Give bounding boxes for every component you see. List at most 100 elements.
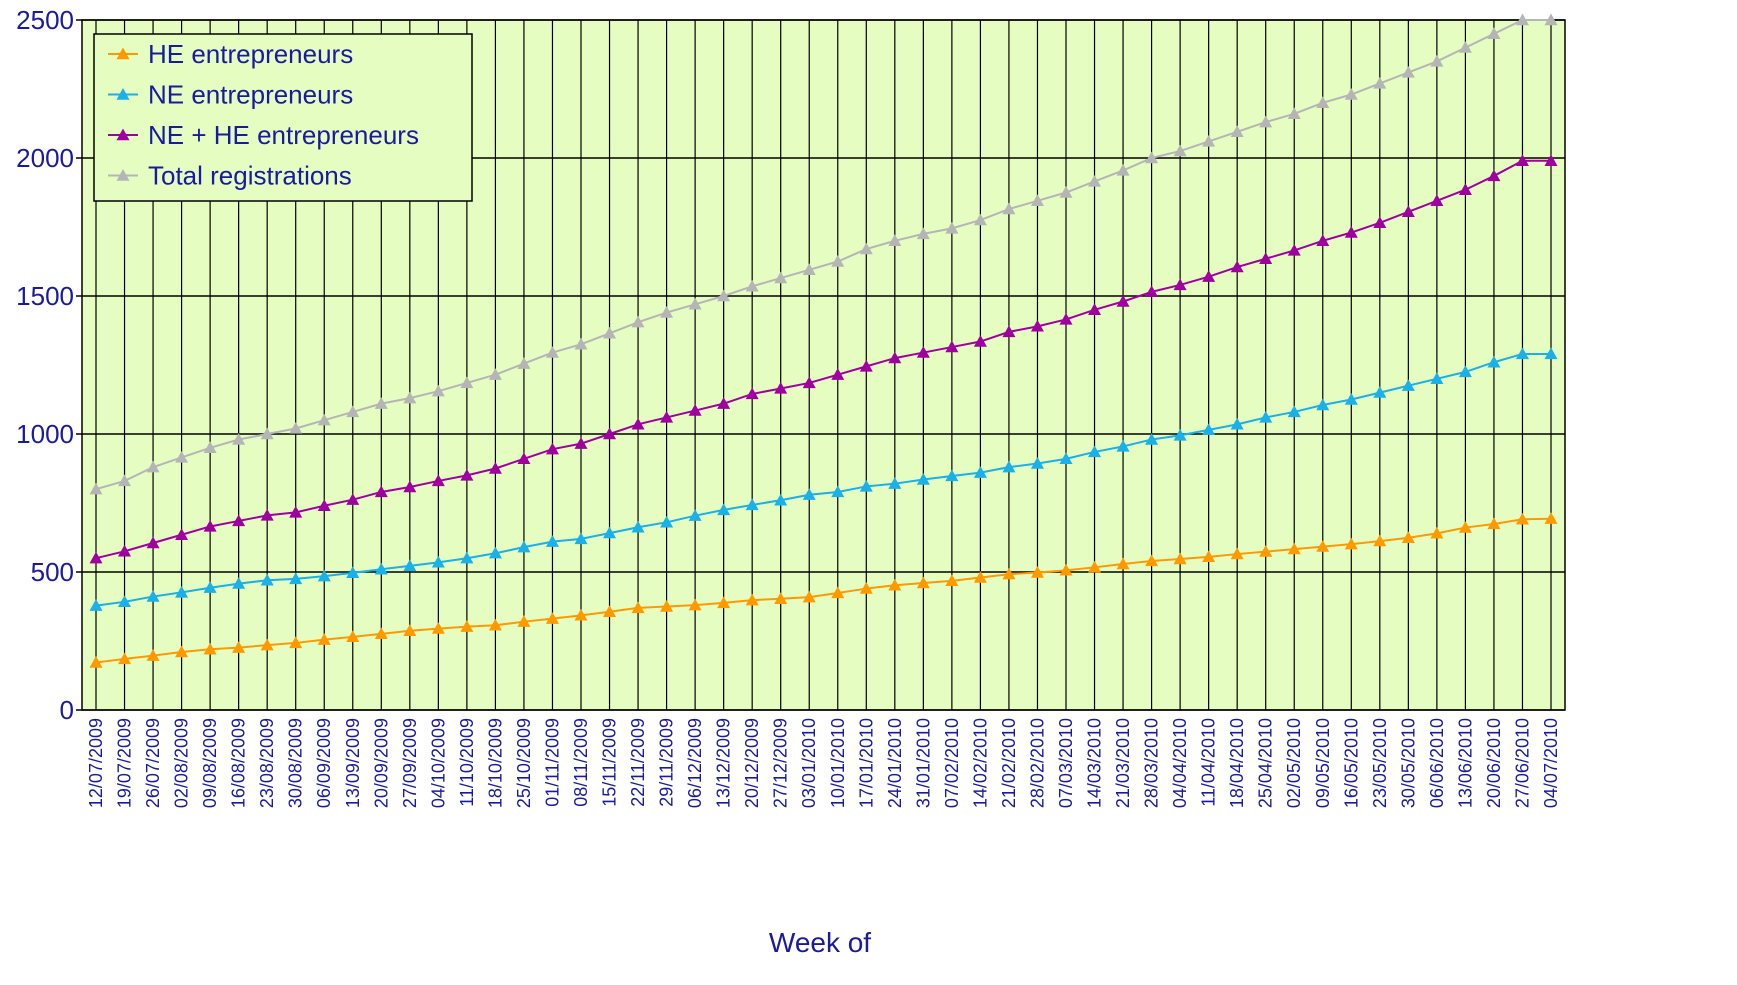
data-point bbox=[1458, 365, 1472, 378]
x-tick-label: 13/09/2009 bbox=[343, 718, 363, 808]
data-point bbox=[802, 488, 816, 500]
data-point bbox=[346, 493, 360, 505]
data-point bbox=[1401, 205, 1415, 218]
data-point bbox=[831, 485, 845, 498]
data-point bbox=[203, 642, 217, 655]
x-tick-label: 30/05/2010 bbox=[1398, 718, 1418, 808]
y-axis-ticks: 0 500 1000 1500 2000 2500 bbox=[16, 5, 82, 725]
data-point bbox=[232, 641, 246, 653]
data-point bbox=[802, 590, 816, 603]
data-point bbox=[1515, 347, 1529, 360]
data-point bbox=[1458, 41, 1472, 53]
data-point bbox=[118, 544, 132, 557]
x-tick-label: 30/08/2009 bbox=[286, 718, 306, 808]
x-tick-label: 24/01/2010 bbox=[885, 718, 905, 808]
data-point bbox=[831, 255, 845, 267]
data-point bbox=[403, 480, 417, 493]
legend-item: Total registrations bbox=[108, 161, 352, 191]
x-tick-label: 23/08/2009 bbox=[257, 718, 277, 808]
data-point bbox=[374, 562, 388, 575]
x-tick-label: 16/05/2010 bbox=[1341, 718, 1361, 808]
data-point bbox=[831, 368, 845, 380]
data-point bbox=[1059, 312, 1073, 325]
data-point bbox=[774, 493, 788, 506]
data-point bbox=[660, 410, 674, 423]
data-point bbox=[118, 652, 132, 665]
data-point bbox=[517, 452, 531, 465]
y-tick-label: 2000 bbox=[16, 143, 74, 173]
data-point bbox=[1145, 433, 1159, 445]
data-point bbox=[1230, 417, 1244, 430]
data-point bbox=[89, 599, 103, 611]
x-tick-label: 10/01/2010 bbox=[828, 718, 848, 808]
data-point bbox=[1430, 526, 1444, 539]
data-point bbox=[175, 645, 189, 658]
x-tick-label: 12/07/2009 bbox=[86, 718, 106, 808]
legend: HE entrepreneurs NE entrepreneurs NE + HE … bbox=[93, 33, 473, 202]
data-point bbox=[1401, 531, 1415, 543]
x-tick-label: 25/04/2010 bbox=[1256, 718, 1276, 808]
x-tick-label: 06/09/2009 bbox=[314, 718, 334, 808]
data-point bbox=[1401, 65, 1415, 78]
x-tick-label: 06/12/2009 bbox=[685, 718, 705, 808]
data-point bbox=[717, 289, 731, 302]
legend-marker bbox=[116, 128, 130, 141]
legend-marker bbox=[116, 47, 130, 60]
data-point bbox=[973, 213, 987, 226]
data-point bbox=[774, 592, 788, 604]
data-point bbox=[973, 571, 987, 583]
data-point bbox=[603, 427, 617, 440]
data-point bbox=[1344, 537, 1358, 550]
data-point bbox=[118, 595, 132, 608]
data-point bbox=[146, 460, 160, 473]
data-point bbox=[574, 437, 588, 449]
data-point bbox=[916, 473, 930, 485]
data-point bbox=[488, 462, 502, 474]
data-point bbox=[1344, 393, 1358, 405]
data-point bbox=[1287, 542, 1301, 555]
data-point bbox=[1059, 186, 1073, 198]
data-point bbox=[346, 566, 360, 579]
data-point bbox=[146, 649, 160, 661]
y-tick-label: 1000 bbox=[16, 419, 74, 449]
y-tick-label: 0 bbox=[60, 695, 74, 725]
data-point bbox=[260, 638, 274, 651]
data-point bbox=[545, 442, 559, 455]
data-point bbox=[232, 514, 246, 527]
x-tick-label: 27/12/2009 bbox=[771, 718, 791, 808]
data-point bbox=[289, 636, 303, 649]
series-line bbox=[95, 517, 1552, 664]
data-point bbox=[859, 359, 873, 372]
data-point bbox=[346, 630, 360, 643]
x-tick-label: 18/04/2010 bbox=[1227, 718, 1247, 808]
data-point bbox=[517, 357, 531, 369]
data-point bbox=[631, 417, 645, 430]
data-point bbox=[1116, 439, 1130, 452]
x-tick-label: 25/10/2009 bbox=[514, 718, 534, 808]
data-point bbox=[717, 596, 731, 609]
data-point bbox=[317, 569, 331, 582]
legend-item: NE + HE entrepreneurs bbox=[108, 120, 419, 150]
data-point bbox=[317, 499, 331, 511]
y-tick-label: 1500 bbox=[16, 281, 74, 311]
data-point bbox=[1430, 372, 1444, 384]
data-point bbox=[945, 469, 959, 482]
data-point bbox=[1259, 115, 1273, 128]
x-tick-label: 01/11/2009 bbox=[542, 718, 562, 807]
data-point bbox=[1002, 325, 1016, 338]
data-point bbox=[403, 391, 417, 404]
data-point bbox=[717, 397, 731, 409]
data-point bbox=[517, 615, 531, 627]
data-point bbox=[945, 574, 959, 587]
data-point bbox=[688, 297, 702, 310]
data-point bbox=[517, 540, 531, 553]
data-point bbox=[888, 234, 902, 246]
data-point bbox=[317, 413, 331, 426]
data-point bbox=[1145, 151, 1159, 164]
x-tick-label: 28/02/2010 bbox=[1027, 718, 1047, 808]
x-tick-label: 19/07/2009 bbox=[115, 718, 135, 808]
x-tick-label: 27/06/2010 bbox=[1512, 718, 1532, 808]
data-point bbox=[488, 618, 502, 631]
series-0 bbox=[89, 512, 1558, 668]
data-point bbox=[1230, 547, 1244, 560]
